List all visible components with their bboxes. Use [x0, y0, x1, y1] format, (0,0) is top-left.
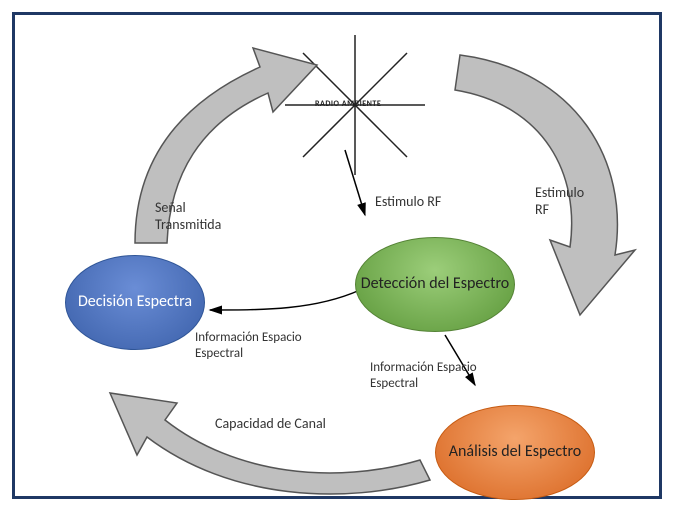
big-arrow-bottom	[110, 393, 430, 494]
node-analisis-label: Análisis del Espectro	[449, 443, 581, 461]
label-senal: Señal Transmitida	[155, 200, 221, 234]
label-estimulo-2: Estimulo RF	[535, 185, 584, 219]
node-deteccion-label: Detección del Espectro	[361, 275, 510, 293]
node-analisis: Análisis del Espectro	[435, 405, 595, 500]
node-decision: Decisión Espectra	[65, 255, 205, 350]
label-estimulo-1: Estimulo RF	[375, 193, 441, 210]
center-label: RADIO AMBIENTE	[315, 99, 381, 109]
node-deteccion: Detección del Espectro	[355, 237, 515, 332]
label-info-1: Información Espacio Espectral	[195, 330, 302, 363]
label-info-2: Información Espacio Espectral	[370, 360, 477, 393]
arrow-info-espectral-1	[210, 290, 360, 310]
diagram-frame: Decisión Espectra Detección del Espectro…	[12, 12, 662, 499]
label-capacidad: Capacidad de Canal	[215, 415, 326, 432]
node-decision-label: Decisión Espectra	[78, 293, 192, 311]
